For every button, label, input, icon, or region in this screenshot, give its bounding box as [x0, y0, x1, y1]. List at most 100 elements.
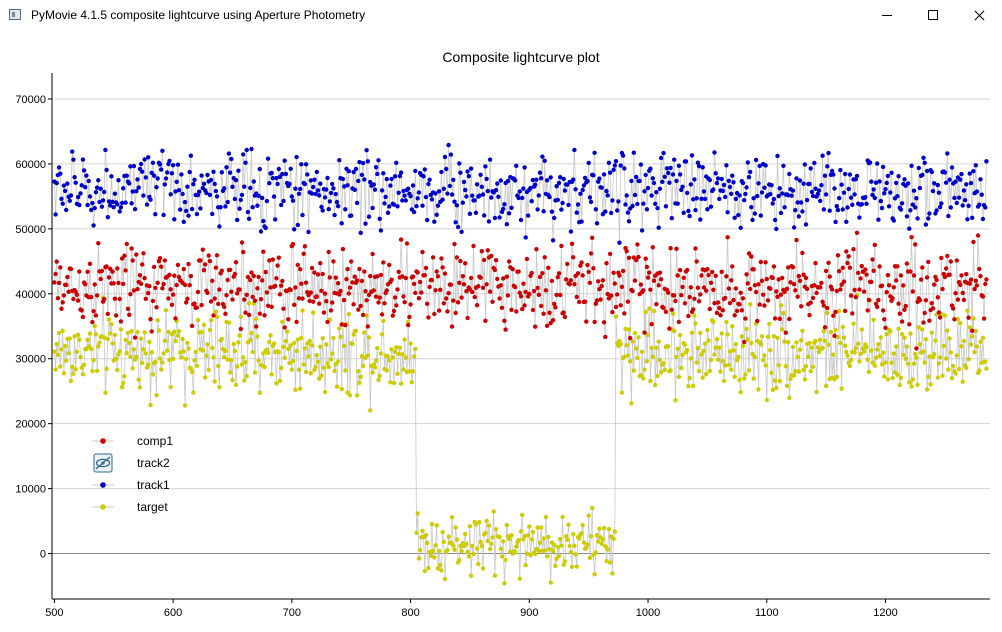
data-point-comp1	[687, 294, 692, 300]
data-point-comp1	[151, 264, 157, 270]
data-point-target	[662, 367, 667, 373]
y-tick-label: 50000	[15, 224, 46, 236]
data-point-target	[738, 390, 743, 395]
data-point-track1	[414, 204, 419, 209]
y-tick-label: 10000	[15, 484, 46, 496]
data-point-track1	[730, 173, 735, 178]
data-point-track1	[153, 212, 158, 217]
data-point-target	[432, 555, 437, 560]
data-point-comp1	[455, 300, 461, 305]
maximize-button[interactable]	[910, 0, 956, 31]
data-point-target	[787, 395, 792, 400]
data-point-track1	[775, 153, 780, 159]
data-point-comp1	[967, 281, 972, 286]
data-point-track1	[325, 175, 330, 181]
data-point-track1	[294, 154, 299, 160]
window-titlebar[interactable]: PyMovie 4.1.5 composite lightcurve using…	[0, 0, 1002, 31]
data-point-comp1	[458, 258, 463, 264]
data-point-target	[308, 371, 313, 376]
data-point-comp1	[123, 268, 128, 273]
data-point-comp1	[523, 289, 528, 295]
data-point-track1	[626, 219, 632, 224]
data-point-track1	[822, 173, 828, 178]
minimize-button[interactable]	[864, 0, 910, 31]
data-point-comp1	[138, 281, 144, 286]
data-point-target	[896, 326, 901, 331]
data-point-comp1	[534, 247, 539, 252]
data-point-track1	[174, 179, 179, 184]
data-point-comp1	[819, 280, 824, 286]
data-point-comp1	[644, 264, 650, 270]
data-point-track1	[738, 225, 743, 230]
data-point-comp1	[752, 283, 758, 288]
data-point-comp1	[132, 335, 138, 340]
data-point-target	[770, 387, 775, 392]
data-point-target	[127, 340, 132, 346]
data-point-comp1	[635, 242, 640, 247]
data-point-target	[860, 346, 866, 351]
data-point-target	[509, 533, 514, 538]
data-point-comp1	[79, 308, 84, 313]
data-point-target	[420, 528, 425, 534]
data-point-comp1	[440, 265, 445, 270]
data-point-comp1	[384, 288, 389, 293]
legend[interactable]: comp1 track2 track1 target	[92, 434, 173, 514]
data-point-track1	[249, 146, 254, 152]
legend-item-target[interactable]: target	[92, 500, 168, 514]
close-button[interactable]	[956, 0, 1002, 31]
data-point-target	[672, 328, 677, 334]
data-point-track1	[371, 182, 376, 187]
data-point-comp1	[325, 319, 330, 325]
data-point-target	[698, 330, 703, 336]
data-point-track1	[808, 166, 813, 171]
data-point-comp1	[776, 277, 781, 282]
data-point-track1	[326, 207, 331, 212]
data-point-comp1	[619, 284, 625, 289]
data-point-track1	[691, 197, 696, 202]
legend-item-track2[interactable]: track2	[93, 453, 170, 473]
hidden-eye-icon[interactable]	[93, 453, 113, 473]
legend-item-comp1[interactable]: comp1	[92, 434, 173, 448]
data-point-target	[211, 355, 216, 360]
data-point-comp1	[347, 285, 353, 290]
data-point-track1	[505, 178, 511, 184]
data-point-target	[280, 319, 285, 324]
data-point-track1	[78, 191, 83, 196]
data-point-target	[771, 334, 777, 339]
data-point-target	[373, 358, 379, 363]
data-point-comp1	[622, 311, 627, 316]
data-point-track1	[610, 198, 615, 203]
data-point-target	[163, 308, 169, 313]
lightcurve-plot[interactable]: Composite lightcurve plot 01000020000300…	[0, 31, 1002, 632]
data-point-target	[335, 359, 341, 364]
data-point-comp1	[762, 303, 767, 308]
data-point-comp1	[168, 287, 173, 292]
data-point-target	[639, 349, 645, 354]
data-point-comp1	[774, 289, 779, 294]
data-point-track1	[61, 183, 67, 188]
data-point-target	[782, 339, 787, 344]
data-point-track1	[81, 168, 87, 173]
data-point-comp1	[319, 288, 324, 293]
data-point-track1	[146, 155, 151, 160]
data-point-target	[693, 321, 698, 326]
data-point-target	[793, 369, 798, 374]
data-point-comp1	[853, 295, 858, 300]
data-point-track1	[979, 192, 984, 197]
data-point-comp1	[924, 275, 930, 280]
data-point-track1	[586, 160, 591, 166]
data-point-comp1	[674, 246, 679, 251]
data-point-track1	[875, 161, 880, 166]
data-point-track1	[599, 185, 604, 190]
data-point-track1	[93, 190, 99, 195]
legend-item-track1[interactable]: track1	[92, 478, 170, 492]
data-point-track1	[94, 185, 100, 190]
data-point-track1	[552, 215, 557, 221]
data-point-track1	[618, 163, 623, 168]
data-point-target	[360, 363, 366, 369]
data-point-target	[901, 352, 906, 358]
data-point-track1	[227, 170, 233, 175]
data-point-target	[73, 367, 78, 372]
data-point-comp1	[952, 317, 957, 322]
data-point-target	[271, 341, 277, 346]
